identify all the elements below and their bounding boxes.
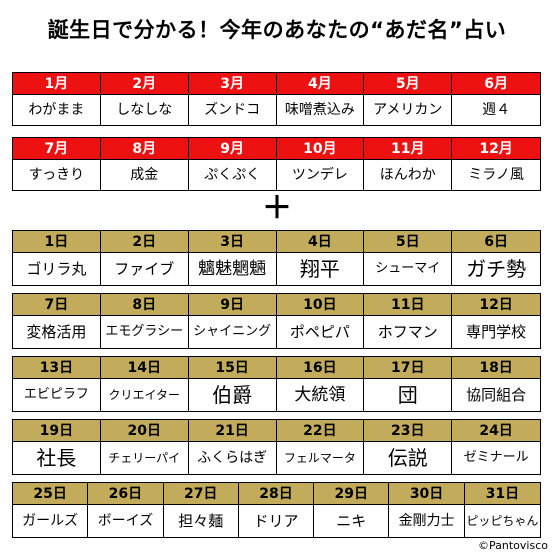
day-header: 16日 [276,357,365,379]
day-nickname: 専門学校 [466,323,527,341]
day-table-row-5: 25日 26日 27日 28日 29日 30日 31日 ガールズ ボーイズ 担々… [12,482,541,538]
month-nickname: ミラノ風 [468,167,524,183]
day-header: 8日 [100,294,189,316]
day-header: 29日 [314,483,390,505]
day-nickname: ガールズ [13,505,89,537]
month-nickname: すっきり [13,160,101,190]
day-nickname: 金剛力士 [389,505,465,537]
day-header: 5日 [364,231,453,253]
day-header: 11日 [364,294,453,316]
day-header: 9日 [188,294,277,316]
month-table-row-1: 1月 2月 3月 4月 5月 6月 わがまま しなしな ズンドコ 味噌煮込み ア… [12,72,541,126]
day-nickname: チェリーパイ [101,442,189,474]
page-title: 誕生日で分かる！今年のあなたの“あだ名”占い [47,18,507,42]
day-nickname: ガチ勢 [466,257,527,281]
day-nickname: 伯爵 [189,379,277,411]
day-header: 2日 [100,231,189,253]
month-header: 1月 [13,73,101,95]
month-header: 10月 [276,138,365,160]
day-nickname: 翔平 [277,253,365,285]
day-header: 31日 [464,483,540,505]
day-header: 24日 [452,420,540,442]
day-header: 10日 [276,294,365,316]
day-header: 21日 [188,420,277,442]
day-nickname: 担々麺 [164,505,239,537]
month-nickname: ぷくぷく [189,160,277,190]
day-header: 30日 [389,483,465,505]
day-header: 25日 [13,483,89,505]
day-header: 14日 [100,357,189,379]
month-nickname: 週４ [482,102,511,118]
day-nickname: ふくらはぎ [189,442,277,474]
day-header: 27日 [163,483,239,505]
month-header: 2月 [100,73,189,95]
month-nickname: しなしな [101,95,189,125]
day-nickname: ボーイズ [88,505,164,537]
month-header: 9月 [188,138,277,160]
day-table-row-1: 1日 2日 3日 4日 5日 6日 ゴリラ丸 ファイブ 魑魅魍魎 翔平 シューマ… [12,230,541,286]
month-header: 3月 [188,73,277,95]
day-header: 7日 [13,294,101,316]
day-nickname: 団 [364,379,453,411]
month-nickname: 成金 [101,160,189,190]
month-nickname: ツンデレ [277,160,365,190]
month-header: 4月 [276,73,365,95]
month-nickname: ほんわか [364,160,453,190]
month-table-row-2: 7月 8月 9月 10月 11月 12月 すっきり 成金 ぷくぷく ツンデレ ほ… [12,137,541,191]
day-nickname: ホフマン [364,316,453,348]
month-header: 6月 [452,73,540,95]
day-nickname: フェルマータ [277,442,365,474]
day-header: 13日 [13,357,101,379]
month-nickname: わがまま [13,95,101,125]
day-nickname: シャイニング [189,316,277,348]
day-nickname: ファイブ [101,253,189,285]
day-table-row-3: 13日 14日 15日 16日 17日 18日 エビピラフ クリエイター 伯爵 … [12,356,541,412]
day-nickname: ゴリラ丸 [13,253,101,285]
plus-sign: ＋ [262,191,292,226]
day-nickname: クリエイター [101,379,189,411]
month-header: 7月 [13,138,101,160]
month-header: 11月 [364,138,453,160]
day-nickname: 魑魅魍魎 [189,253,277,285]
day-header: 4日 [276,231,365,253]
day-header: 15日 [188,357,277,379]
day-header: 19日 [13,420,101,442]
day-header: 20日 [100,420,189,442]
day-nickname: エビピラフ [13,379,101,411]
day-header: 18日 [452,357,540,379]
day-header: 22日 [276,420,365,442]
copyright-credit: ©Pantovisco [478,539,548,552]
day-nickname: ニキ [314,505,390,537]
day-header: 28日 [238,483,315,505]
day-header: 26日 [88,483,164,505]
day-header: 17日 [364,357,453,379]
day-header: 12日 [452,294,540,316]
day-nickname: 伝説 [364,442,453,474]
month-nickname: ズンドコ [189,95,277,125]
day-nickname: ゼミナール [463,450,529,465]
day-header: 1日 [13,231,101,253]
month-nickname: アメリカン [364,95,453,125]
day-table-row-4: 19日 20日 21日 22日 23日 24日 社長 チェリーパイ ふくらはぎ … [12,419,541,475]
month-header: 12月 [452,138,540,160]
day-header: 3日 [188,231,277,253]
day-nickname: 大統領 [277,379,365,411]
day-table-row-2: 7日 8日 9日 10日 11日 12日 変格活用 エモグラシー シャイニング … [12,293,541,349]
month-header: 5月 [364,73,453,95]
day-nickname: エモグラシー [101,316,189,348]
day-nickname: シューマイ [364,253,453,285]
day-nickname: 社長 [13,442,101,474]
month-header: 8月 [100,138,189,160]
day-nickname: 協同組合 [466,386,527,404]
day-nickname: ピッピちゃん [466,514,539,528]
day-nickname: ポペピパ [277,316,365,348]
day-nickname: ドリア [239,505,315,537]
day-header: 23日 [364,420,453,442]
month-nickname: 味噌煮込み [277,95,365,125]
day-nickname: 変格活用 [13,316,101,348]
day-header: 6日 [452,231,540,253]
